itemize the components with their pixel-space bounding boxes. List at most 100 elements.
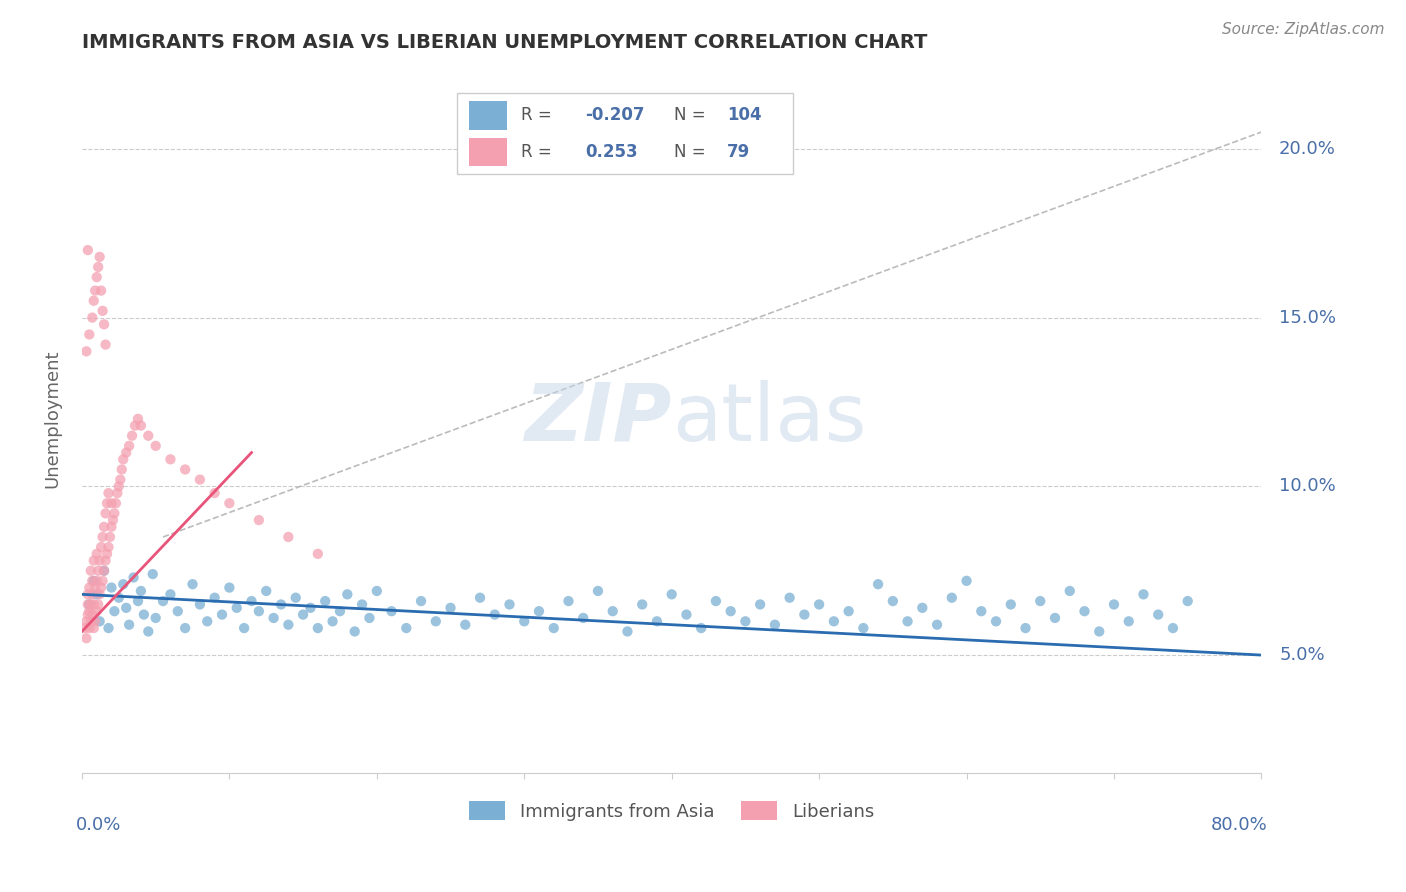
Point: [97, 621, 120, 635]
Text: Source: ZipAtlas.com: Source: ZipAtlas.com: [1222, 22, 1385, 37]
Text: N =: N =: [673, 143, 711, 161]
Point: [87, 564, 110, 578]
Point: [1059, 584, 1081, 599]
Point: [882, 594, 904, 608]
Point: [247, 513, 270, 527]
Point: [86, 587, 108, 601]
Point: [897, 615, 920, 629]
Text: 0.253: 0.253: [585, 143, 638, 161]
Point: [409, 594, 432, 608]
Point: [75, 344, 97, 359]
Point: [91, 574, 114, 588]
Point: [352, 598, 374, 612]
Point: [299, 600, 322, 615]
Point: [82, 310, 104, 325]
Text: N =: N =: [673, 106, 711, 124]
Point: [82, 574, 104, 588]
Point: [322, 615, 344, 629]
Point: [174, 621, 197, 635]
Point: [159, 587, 181, 601]
Point: [218, 496, 240, 510]
Point: [484, 607, 506, 622]
Point: [112, 577, 135, 591]
Point: [247, 604, 270, 618]
Point: [823, 615, 845, 629]
Point: [181, 577, 204, 591]
Point: [118, 439, 141, 453]
Text: 20.0%: 20.0%: [1279, 140, 1336, 158]
Text: 80.0%: 80.0%: [1211, 815, 1267, 834]
Point: [395, 621, 418, 635]
Legend: Immigrants from Asia, Liberians: Immigrants from Asia, Liberians: [463, 794, 882, 828]
Point: [111, 462, 134, 476]
Point: [970, 604, 993, 618]
Point: [329, 604, 352, 618]
Point: [93, 564, 115, 578]
Point: [83, 598, 105, 612]
Point: [263, 611, 285, 625]
Point: [307, 621, 329, 635]
Text: R =: R =: [520, 106, 557, 124]
Point: [1118, 615, 1140, 629]
Point: [96, 547, 118, 561]
Point: [602, 604, 624, 618]
Point: [121, 428, 143, 442]
Point: [97, 540, 120, 554]
Point: [79, 621, 101, 635]
Point: [89, 250, 111, 264]
Text: 0.0%: 0.0%: [76, 815, 121, 834]
Point: [82, 607, 104, 622]
Y-axis label: Unemployment: Unemployment: [44, 350, 60, 488]
Point: [159, 452, 181, 467]
Point: [112, 452, 135, 467]
Point: [145, 439, 167, 453]
Point: [100, 520, 122, 534]
Point: [127, 594, 149, 608]
Point: [218, 581, 240, 595]
Point: [336, 587, 359, 601]
Point: [284, 591, 307, 605]
Bar: [468, 101, 506, 129]
Point: [174, 462, 197, 476]
Point: [616, 624, 638, 639]
Point: [110, 473, 132, 487]
Point: [115, 445, 138, 459]
Text: 5.0%: 5.0%: [1279, 646, 1324, 664]
Point: [79, 598, 101, 612]
Point: [94, 553, 117, 567]
Point: [292, 607, 315, 622]
Point: [631, 598, 654, 612]
Point: [439, 600, 461, 615]
Point: [142, 567, 165, 582]
Point: [734, 615, 756, 629]
Point: [204, 591, 226, 605]
Point: [1014, 621, 1036, 635]
Text: -0.207: -0.207: [585, 106, 645, 124]
Point: [984, 615, 1007, 629]
Bar: [468, 137, 506, 166]
Point: [527, 604, 550, 618]
Point: [425, 615, 447, 629]
Point: [89, 587, 111, 601]
Point: [98, 530, 121, 544]
Point: [359, 611, 381, 625]
Point: [86, 270, 108, 285]
Point: [204, 486, 226, 500]
Point: [76, 587, 98, 601]
Point: [96, 496, 118, 510]
Point: [188, 598, 211, 612]
Point: [240, 594, 263, 608]
Point: [314, 594, 336, 608]
Point: [645, 615, 668, 629]
Point: [254, 584, 277, 599]
Point: [233, 621, 256, 635]
Point: [513, 615, 536, 629]
Point: [79, 327, 101, 342]
Text: atlas: atlas: [672, 380, 866, 458]
Point: [103, 506, 125, 520]
Point: [89, 615, 111, 629]
Point: [73, 621, 96, 635]
Point: [90, 581, 112, 595]
Point: [91, 530, 114, 544]
Point: [93, 564, 115, 578]
